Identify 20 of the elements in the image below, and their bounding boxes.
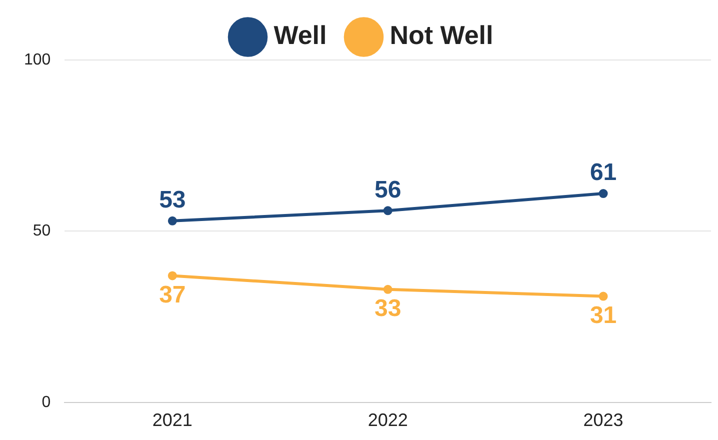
point [598,292,608,301]
point [168,271,177,280]
x-tick-label: 2021 [152,410,192,430]
y-tick-label: 100 [24,51,51,68]
data-label: 31 [590,302,617,329]
legend-label: Well [274,20,327,50]
x-tick-label: 2023 [583,410,624,430]
point [383,206,392,216]
y-tick-label: 50 [32,222,51,240]
data-label: 33 [374,295,402,322]
x-tick-label: 2022 [368,410,408,430]
data-label: 37 [159,281,186,308]
data-label: 53 [159,186,186,214]
point [598,189,608,198]
point [168,216,177,226]
point [383,284,392,294]
data-label: 61 [590,159,617,186]
y-tick-label: 0 [42,394,51,411]
data-label: 56 [374,176,402,204]
legend-label: Not Well [390,20,494,50]
